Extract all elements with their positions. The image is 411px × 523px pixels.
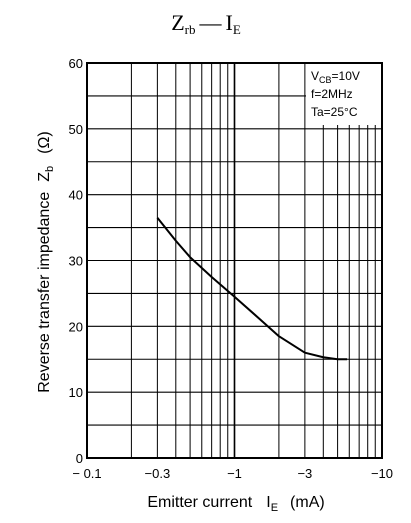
condition-vcb-sub: CB <box>319 75 332 85</box>
condition-frequency: f=2MHz <box>311 87 353 101</box>
impedance-curve <box>156 217 348 361</box>
condition-vcb-main: V <box>311 69 319 83</box>
x-tick-label: −10 <box>371 466 393 481</box>
condition-vcb-rest: =10V <box>332 69 360 83</box>
chart-title: Zrb — IE <box>171 10 241 37</box>
y-axis-label-symbol-sub: b <box>44 166 56 172</box>
title-dash: — <box>199 10 223 35</box>
x-tick-label: −0.3 <box>145 466 171 481</box>
title-z: Z <box>171 10 184 35</box>
series-layer <box>156 217 348 361</box>
title-i-sub: E <box>233 22 241 37</box>
x-tick-label: −3 <box>297 466 312 481</box>
title-i: I <box>226 10 233 35</box>
y-tick-label: 20 <box>69 319 83 334</box>
title-z-sub: rb <box>185 22 196 37</box>
y-tick-label: 0 <box>76 451 83 466</box>
y-tick-label: 40 <box>69 188 83 203</box>
y-tick-label: 30 <box>69 254 83 269</box>
y-axis-label: Reverse transfer impedance Zb (Ω) <box>36 131 56 393</box>
x-axis-label-text: Emitter current <box>147 494 252 511</box>
x-axis-label: Emitter current IE (mA) <box>147 494 324 514</box>
condition-vcb: VCB=10V <box>311 69 360 85</box>
conditions-box <box>306 63 382 125</box>
y-tick-label: 50 <box>69 122 83 137</box>
x-tick-label: − 0.1 <box>72 466 101 481</box>
y-axis-label-symbol: Z <box>36 172 53 182</box>
y-tick-label: 60 <box>69 56 83 71</box>
y-tick-labels: 0 10 20 30 40 50 60 <box>69 56 83 466</box>
x-axis-label-symbol: I <box>266 494 270 511</box>
y-tick-label: 10 <box>69 385 83 400</box>
x-tick-label: −1 <box>227 466 242 481</box>
x-tick-labels: − 0.1 −0.3 −1 −3 −10 <box>72 466 393 481</box>
x-axis-label-unit: (mA) <box>290 494 325 511</box>
y-axis-label-unit: (Ω) <box>36 131 53 154</box>
condition-temperature: Ta=25°C <box>311 105 358 119</box>
plot-frame <box>86 62 383 459</box>
y-axis-label-text: Reverse transfer impedance <box>36 192 53 393</box>
x-axis-label-symbol-sub: E <box>271 502 278 514</box>
